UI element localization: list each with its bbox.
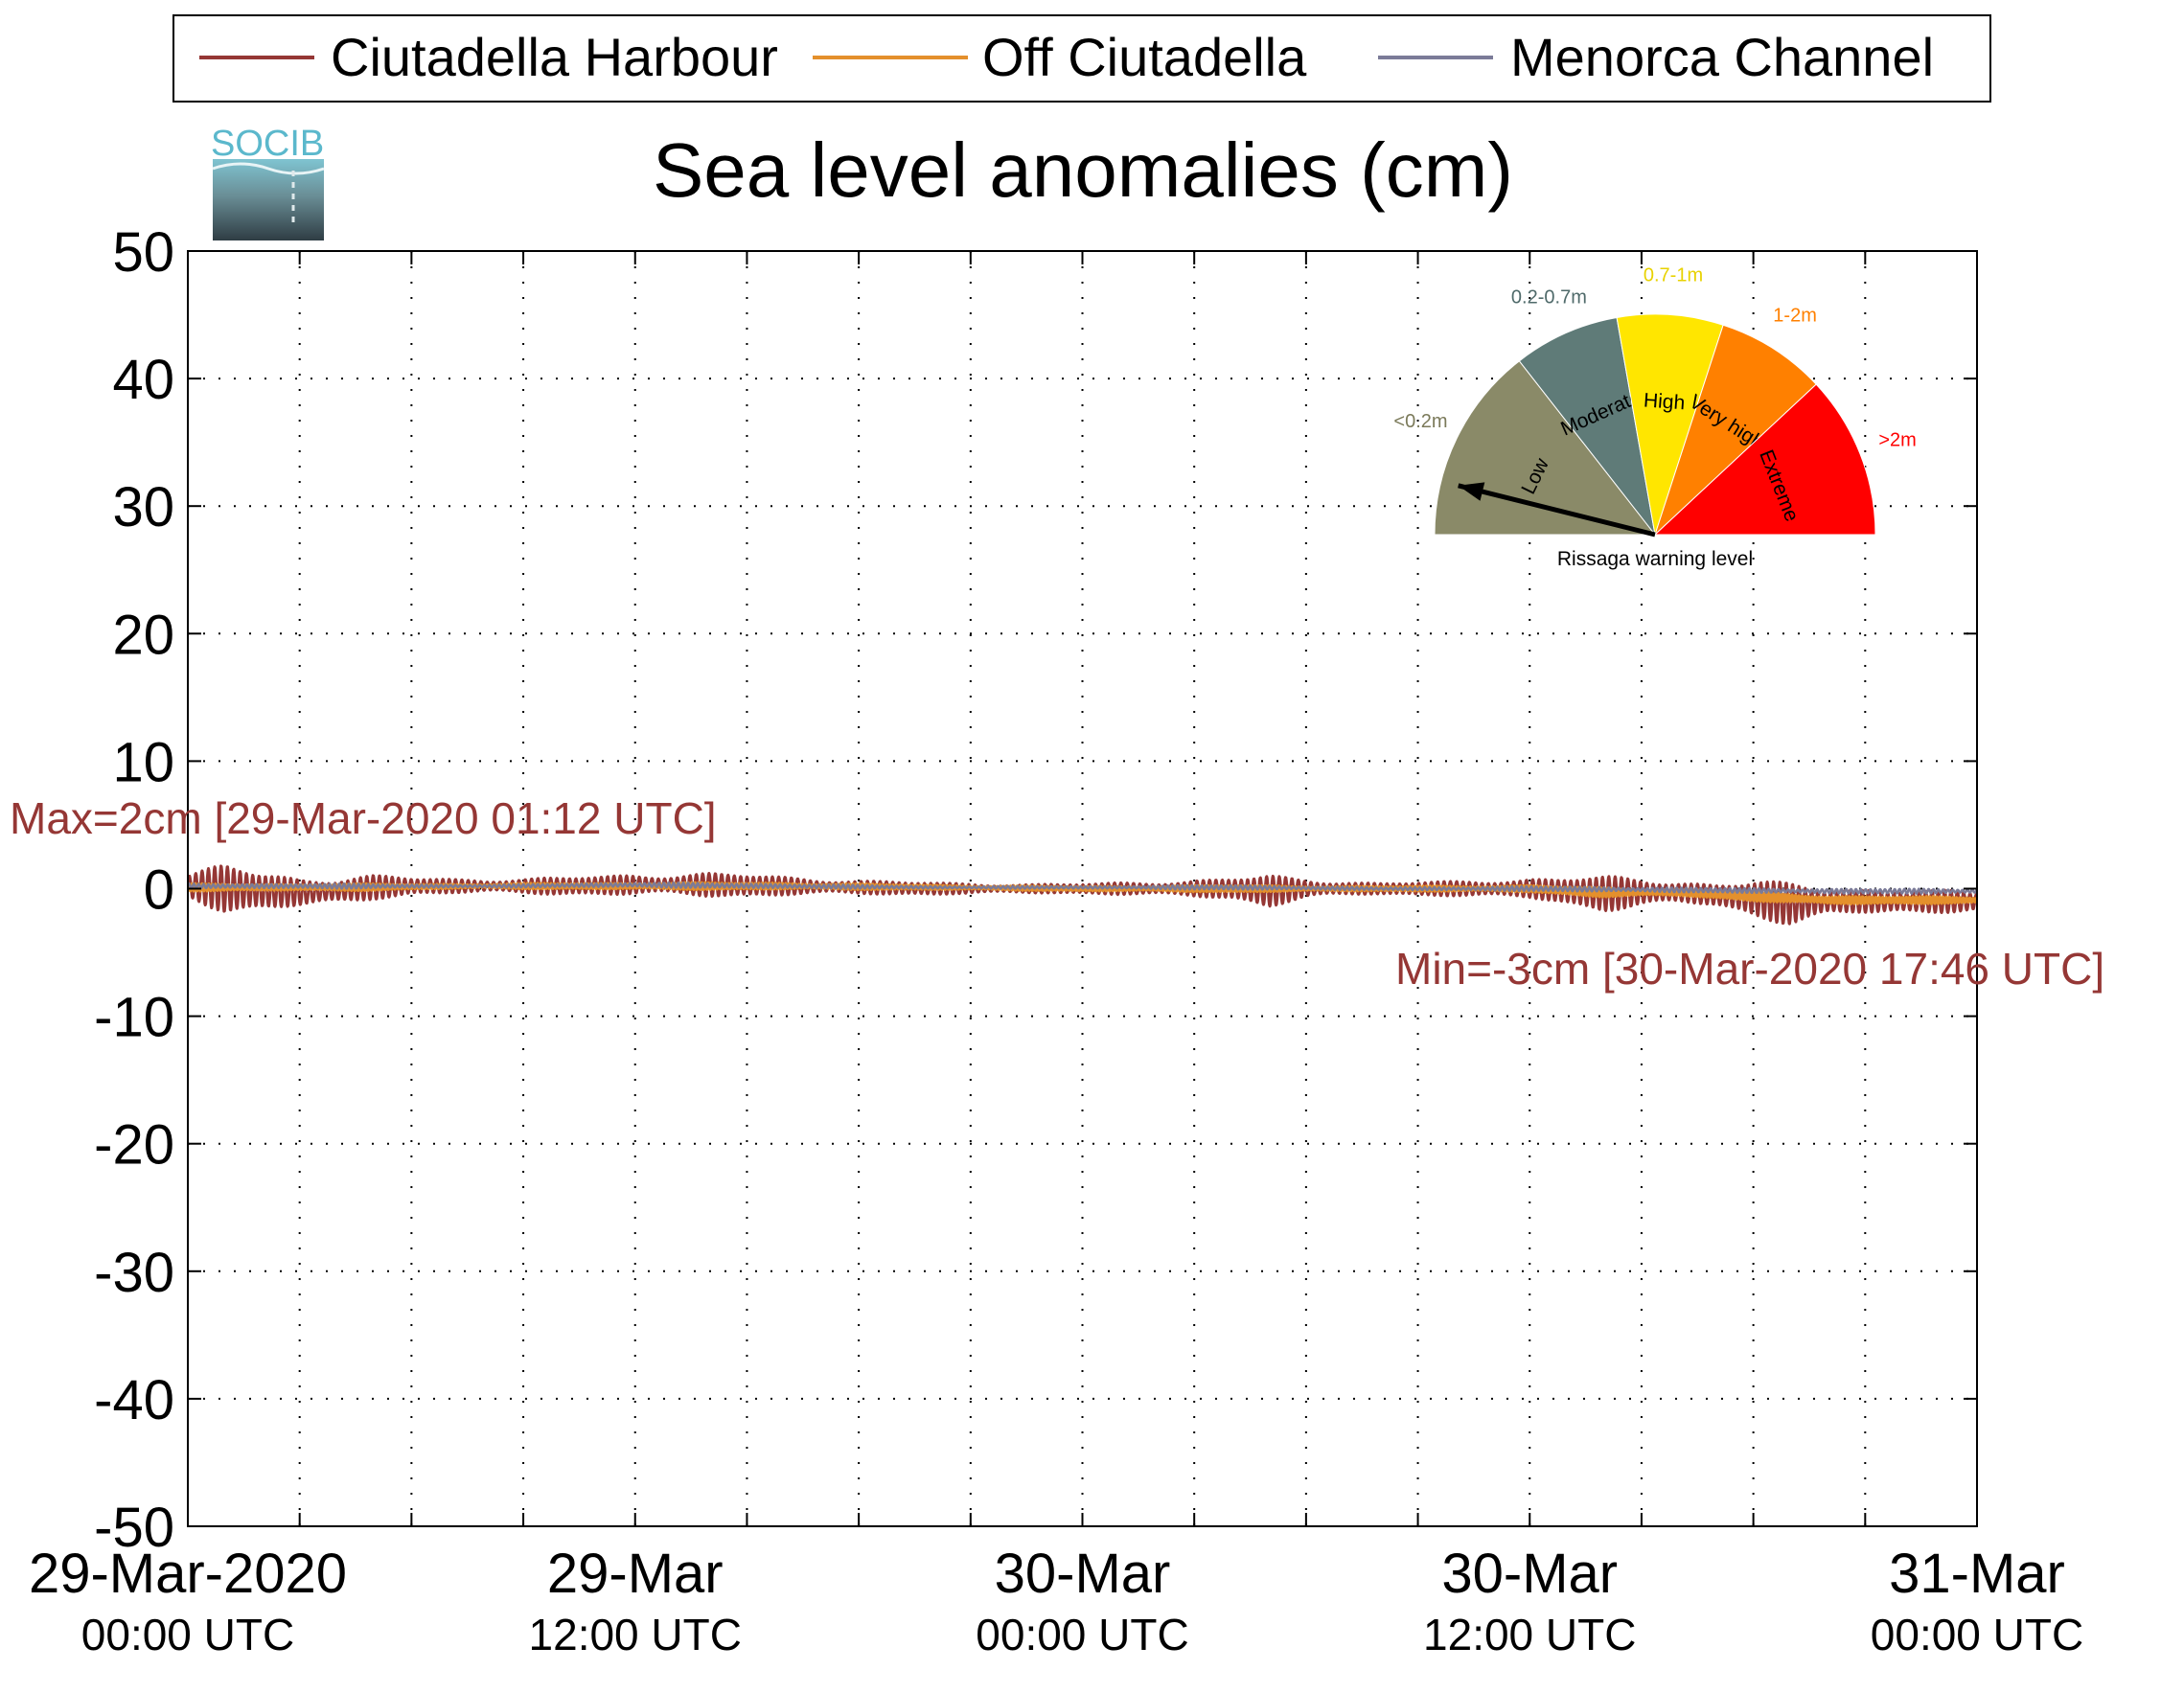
x-tick-label-time: 00:00 UTC — [81, 1610, 294, 1659]
legend-item-ciutadella-harbour: Ciutadella Harbour — [199, 27, 778, 87]
socib-logo: SOCIB — [211, 124, 325, 240]
y-tick-label: 20 — [112, 604, 174, 666]
series-layer — [188, 864, 1977, 926]
y-tick-label: 50 — [112, 221, 174, 284]
min-annotation: Min=-3cm [30-Mar-2020 17:46 UTC] — [1395, 944, 2104, 994]
gauge-range-label: 1-2m — [1773, 306, 1817, 327]
gauge-sector-label: High — [1643, 389, 1686, 414]
legend-label: Off Ciutadella — [982, 27, 1307, 87]
gauge-sector-extreme — [1653, 383, 1876, 536]
plot-area: 50 40 30 20 10 0 -10 -20 -30 -40 -50 29-Mar-2020 00… — [29, 221, 2083, 1659]
gauge-caption: Rissaga warning level — [1557, 548, 1753, 570]
x-tick-label-time: 00:00 UTC — [976, 1610, 1188, 1659]
x-tick-label-time: 12:00 UTC — [1423, 1610, 1636, 1659]
x-tick-label-time: 00:00 UTC — [1871, 1610, 2083, 1659]
x-tick-label: 29-Mar — [547, 1543, 724, 1605]
y-tick-label: -40 — [94, 1369, 174, 1431]
y-tick-label: -50 — [94, 1497, 174, 1559]
legend-label: Menorca Channel — [1510, 27, 1934, 87]
y-axis: 50 40 30 20 10 0 -10 -20 -30 -40 -50 — [94, 221, 1977, 1559]
x-axis: 29-Mar-2020 00:00 UTC 29-Mar 12:00 UTC 30-Ma… — [29, 251, 2083, 1659]
y-tick-label: 10 — [112, 731, 174, 793]
y-tick-label: 30 — [112, 476, 174, 538]
series-line-menorca-channel — [188, 881, 1977, 895]
legend-label: Ciutadella Harbour — [331, 27, 778, 87]
logo-text: SOCIB — [211, 124, 324, 164]
y-tick-label: 40 — [112, 349, 174, 411]
y-tick-label: -30 — [94, 1242, 174, 1304]
gauge-range-label: 0.7-1m — [1644, 265, 1703, 286]
gauge-needle — [1458, 483, 1656, 538]
legend: Ciutadella Harbour Off Ciutadella Menorc… — [172, 14, 1991, 103]
legend-item-menorca-channel: Menorca Channel — [1378, 27, 1934, 87]
y-tick-label: 0 — [144, 859, 174, 922]
logo-wave — [212, 162, 325, 175]
x-tick-label: 30-Mar — [995, 1543, 1171, 1605]
max-annotation: Max=2cm [29-Mar-2020 01:12 UTC] — [10, 793, 717, 843]
legend-box — [172, 14, 1991, 103]
legend-item-off-ciutadella: Off Ciutadella — [813, 27, 1307, 87]
x-tick-label: 29-Mar-2020 — [29, 1543, 347, 1605]
x-tick-label: 31-Mar — [1889, 1543, 2065, 1605]
x-tick-label-time: 12:00 UTC — [529, 1610, 742, 1659]
x-tick-label: 30-Mar — [1441, 1543, 1618, 1605]
chart-title: Sea level anomalies (cm) — [653, 127, 1513, 213]
y-tick-label: -10 — [94, 987, 174, 1049]
gauge-sector-high — [1616, 313, 1724, 536]
gauge-range-label: >2m — [1878, 429, 1916, 450]
y-tick-label: -20 — [94, 1114, 174, 1177]
gauge-range-label: 0.2-0.7m — [1511, 287, 1587, 309]
gauge-needle-arrowhead — [1458, 482, 1485, 501]
gauge-sector-moderate — [1518, 316, 1656, 536]
gauge-sector-very-high — [1653, 324, 1817, 537]
gauge-range-label: <0.2m — [1393, 411, 1447, 432]
